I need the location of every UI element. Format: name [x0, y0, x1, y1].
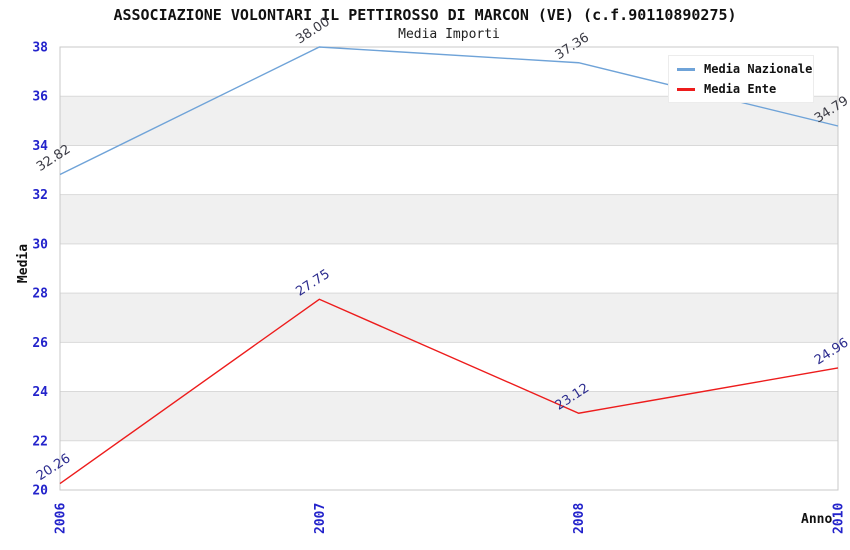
y-tick-label: 24	[32, 385, 48, 400]
plot-band	[60, 342, 838, 392]
data-point-label: 38.00	[293, 15, 332, 48]
y-tick-label: 22	[32, 434, 48, 449]
x-axis-title: Anno	[801, 512, 833, 527]
plot-band	[60, 440, 838, 490]
plot-border	[59, 46, 839, 491]
x-tick-label: 2006	[54, 503, 69, 534]
y-tick-label: 30	[32, 237, 48, 252]
plot-band	[60, 145, 838, 195]
y-axis-title: Media	[16, 243, 32, 284]
y-tick-label: 34	[32, 139, 48, 154]
y-tick-label: 38	[32, 41, 48, 56]
plot-band	[60, 243, 838, 294]
legend: Media Nazionale Media Ente	[668, 55, 814, 103]
chart-subtitle: Media Importi	[398, 27, 500, 42]
y-tick-label: 32	[32, 188, 48, 203]
y-tick-label: 28	[32, 287, 48, 302]
x-tick-label: 2007	[313, 503, 328, 534]
legend-label-media-ente: Media Ente	[704, 82, 777, 96]
y-tick-label: 26	[32, 336, 48, 351]
y-tick-label: 20	[32, 484, 48, 499]
plot-band	[60, 391, 838, 441]
legend-label-media-nazionale: Media Nazionale	[704, 62, 813, 76]
legend-swatch-media-ente	[677, 87, 695, 91]
legend-item-media-ente: Media Ente	[677, 82, 813, 96]
plot-band	[60, 194, 838, 244]
chart-title: ASSOCIAZIONE VOLONTARI IL PETTIROSSO DI …	[113, 6, 737, 24]
y-tick-label: 36	[32, 90, 48, 105]
legend-item-media-nazionale: Media Nazionale	[677, 62, 813, 76]
legend-swatch-media-nazionale	[677, 67, 695, 71]
plot-band	[60, 96, 838, 146]
x-tick-label: 2010	[832, 503, 847, 534]
series-line-media-ente	[59, 298, 839, 485]
x-tick-label: 2008	[572, 503, 587, 534]
plot-band	[60, 293, 838, 343]
